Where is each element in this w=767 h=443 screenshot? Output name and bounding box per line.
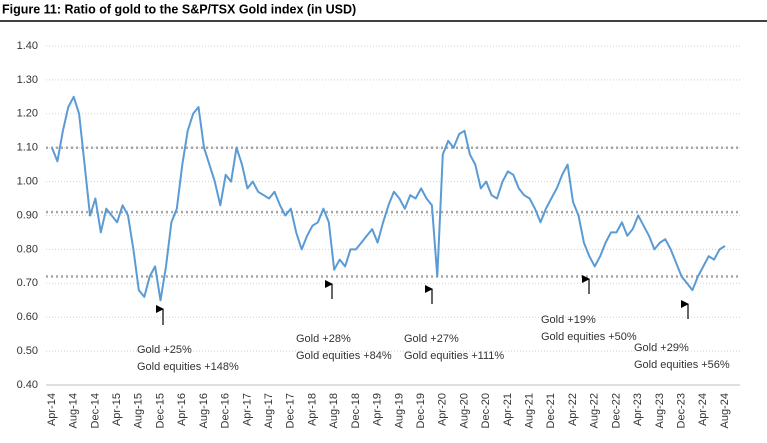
x-tick-label: Aug-21 xyxy=(524,393,536,428)
x-tick-label: Aug-17 xyxy=(263,393,275,428)
annotation: Gold equities +56% xyxy=(634,359,730,371)
x-tick-label: Aug-23 xyxy=(654,393,666,428)
x-tick-label: Dec-15 xyxy=(154,393,166,428)
x-tick-label: Dec-23 xyxy=(675,393,687,428)
chart-title: Figure 11: Ratio of gold to the S&P/TSX … xyxy=(2,2,356,16)
y-tick-label: 0.60 xyxy=(17,311,38,323)
annotation: Gold equities +148% xyxy=(137,361,239,373)
annotation: Gold +28% xyxy=(296,333,351,345)
x-tick-label: Aug-19 xyxy=(393,393,405,428)
x-tick-label: Dec-17 xyxy=(285,393,297,428)
annotation: Gold +19% xyxy=(541,314,596,326)
x-tick-label: Dec-19 xyxy=(415,393,427,428)
y-tick-label: 0.90 xyxy=(17,209,38,221)
x-tick-label: Apr-20 xyxy=(437,393,449,426)
data-line xyxy=(51,95,726,302)
x-tick-label: Dec-22 xyxy=(610,393,622,428)
annotation: Gold +29% xyxy=(634,342,689,354)
x-tick-label: Apr-22 xyxy=(567,393,579,426)
y-tick-label: 1.30 xyxy=(17,74,38,86)
annotation: Gold +27% xyxy=(404,333,459,345)
y-tick-label: 1.00 xyxy=(17,176,38,188)
x-tick-label: Aug-16 xyxy=(198,393,210,428)
x-tick-label: Dec-21 xyxy=(545,393,557,428)
x-tick-label: Dec-14 xyxy=(89,393,101,428)
x-tick-label: Aug-22 xyxy=(589,393,601,428)
x-tick-label: Dec-18 xyxy=(350,393,362,428)
y-tick-label: 0.40 xyxy=(17,379,38,391)
x-tick-label: Aug-20 xyxy=(458,393,470,428)
x-tick-label: Apr-23 xyxy=(632,393,644,426)
y-tick-label: 0.50 xyxy=(17,345,38,357)
x-tick-label: Apr-17 xyxy=(241,393,253,426)
y-tick-label: 1.20 xyxy=(17,108,38,120)
x-tick-label: Apr-14 xyxy=(46,393,58,426)
x-tick-label: Apr-21 xyxy=(502,393,514,426)
x-tick-label: Apr-15 xyxy=(111,393,123,426)
x-tick-label: Aug-24 xyxy=(719,393,731,428)
x-tick-label: Dec-20 xyxy=(480,393,492,428)
annotation: Gold equities +111% xyxy=(404,350,504,362)
y-tick-label: 0.80 xyxy=(17,243,38,255)
x-tick-label: Aug-18 xyxy=(328,393,340,428)
x-tick-label: Apr-16 xyxy=(176,393,188,426)
annotation: Gold equities +84% xyxy=(296,350,392,362)
x-tick-label: Apr-18 xyxy=(306,393,318,426)
annotation: Gold +25% xyxy=(137,344,192,356)
x-tick-label: Apr-19 xyxy=(372,393,384,426)
y-tick-label: 1.10 xyxy=(17,142,38,154)
x-tick-label: Apr-24 xyxy=(697,393,709,426)
annotation: Gold equities +50% xyxy=(541,331,637,343)
y-tick-label: 0.70 xyxy=(17,277,38,289)
x-tick-label: Aug-14 xyxy=(68,393,80,428)
x-tick-label: Aug-15 xyxy=(133,393,145,428)
y-tick-label: 1.40 xyxy=(17,40,38,52)
x-tick-label: Dec-16 xyxy=(220,393,232,428)
